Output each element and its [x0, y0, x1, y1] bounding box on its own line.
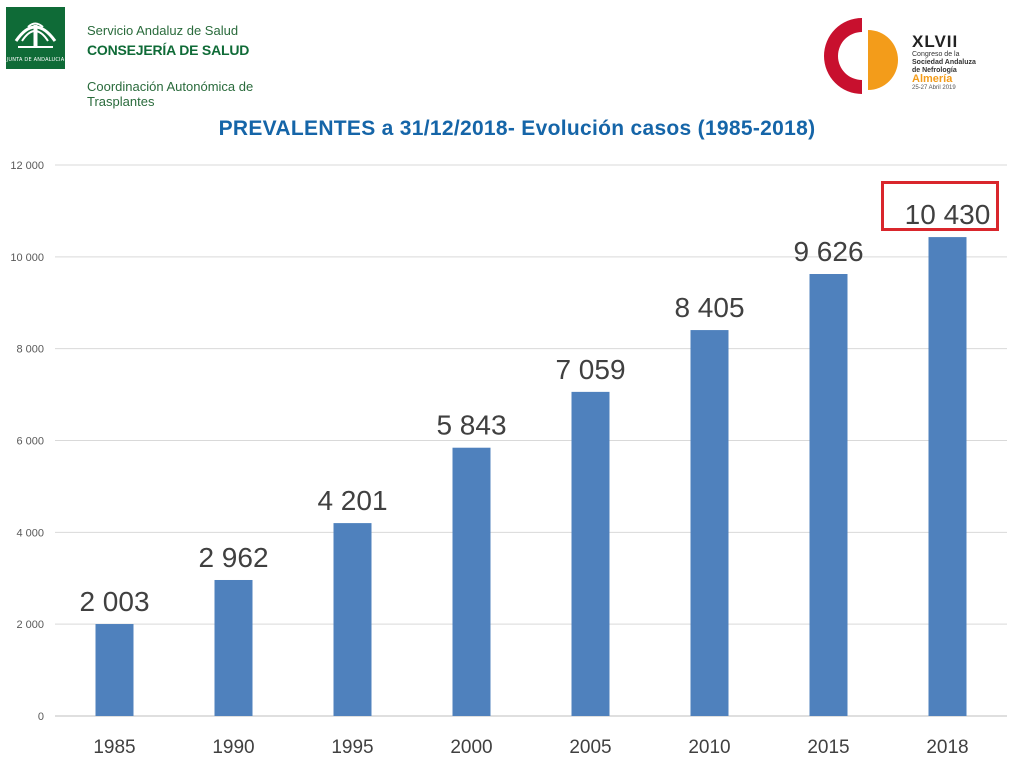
congress-logo-icon	[824, 18, 898, 94]
highlight-box-2018	[881, 181, 999, 231]
bar-2000	[452, 447, 491, 716]
data-label-2005: 7 059	[555, 354, 625, 385]
data-label-2018: 10 430	[905, 199, 991, 230]
congress-line1: Congreso de la	[912, 51, 960, 58]
org-ministry-name: CONSEJERÍA DE SALUD	[87, 42, 250, 58]
seal-text: JUNTA DE ANDALUCIA	[6, 57, 65, 63]
x-tick-label: 1985	[93, 737, 135, 758]
x-tick-label: 2018	[926, 737, 968, 758]
congress-line3: de Nefrología	[912, 67, 957, 74]
x-tick-label: 2010	[688, 737, 730, 758]
bar-2010	[690, 330, 729, 716]
header-branding: JUNTA DE ANDALUCIA Servicio Andaluz de S…	[0, 0, 320, 109]
x-tick-label: 1995	[331, 737, 373, 758]
seal-emblem-icon	[14, 22, 57, 48]
x-tick-label: 2000	[450, 737, 492, 758]
bar-chart: 0 2 000 4 000 6 000 8 000 10 000 12 000 2 003 19…	[10, 160, 1007, 758]
y-tick-label: 10 000	[10, 252, 44, 264]
org-coordination-name: Coordinación Autonómica de Trasplantes	[87, 79, 254, 109]
y-tick-label: 6 000	[16, 436, 44, 448]
y-tick-label: 0	[38, 711, 44, 723]
data-label-1990: 2 962	[198, 542, 268, 573]
x-tick-label: 2005	[569, 737, 611, 758]
data-label-2015: 9 626	[793, 236, 863, 267]
bar-2018	[928, 237, 967, 716]
congress-city: Almería	[912, 73, 953, 85]
y-tick-label: 8 000	[16, 344, 44, 356]
junta-andalucia-seal: JUNTA DE ANDALUCIA	[6, 7, 65, 69]
y-tick-label: 2 000	[16, 619, 44, 631]
x-tick-label: 2015	[807, 737, 849, 758]
bar-1990	[214, 579, 253, 716]
bar-1985	[95, 624, 134, 716]
y-tick-label: 4 000	[16, 527, 44, 539]
congress-logo: XLVII Congreso de la Sociedad Andaluza d…	[820, 14, 1020, 98]
data-label-2000: 5 843	[436, 410, 506, 441]
y-tick-label: 12 000	[10, 160, 44, 172]
bar-1995	[333, 523, 372, 716]
org-service-name: Servicio Andaluz de Salud	[87, 23, 239, 38]
data-label-1995: 4 201	[317, 485, 387, 516]
congress-line2: Sociedad Andaluza	[912, 59, 976, 66]
congress-number: XLVII	[912, 32, 959, 51]
chart-title: PREVALENTES a 31/12/2018- Evolución caso…	[218, 117, 816, 140]
data-label-2010: 8 405	[674, 292, 744, 323]
bar-2015	[809, 274, 848, 716]
data-label-1985: 2 003	[79, 586, 149, 617]
congress-dates: 25-27 Abril 2019	[912, 85, 956, 91]
x-tick-label: 1990	[212, 737, 254, 758]
bar-2005	[571, 391, 610, 716]
